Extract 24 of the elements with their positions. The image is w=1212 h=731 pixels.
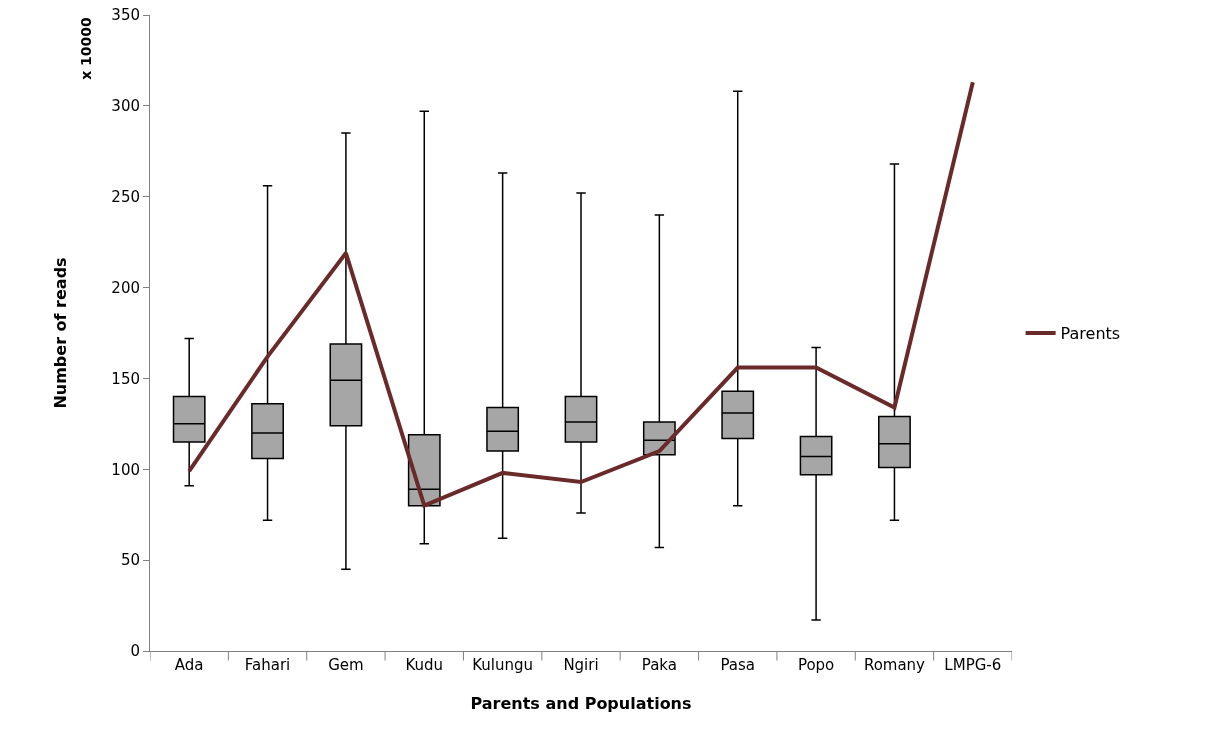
y-tick-label: 300: [111, 97, 140, 116]
x-tick-label: Ngiri: [563, 656, 599, 674]
line-series: [187, 80, 975, 508]
x-tick-label: Popo: [797, 656, 835, 674]
y-tick-label: 250: [111, 187, 140, 206]
x-tick-label: Kudu: [405, 656, 444, 674]
y-tick-label: 150: [111, 369, 140, 388]
text: x 10000: [77, 16, 94, 80]
x-axis-title: Parents and Populations: [470, 694, 692, 713]
x-tick-label: Ada: [174, 656, 204, 674]
x-tick-label: Paka: [641, 656, 677, 674]
legend-label: Parents: [1060, 324, 1121, 344]
y-tick-label: 0: [130, 642, 140, 661]
y-tick-label: 350: [111, 6, 140, 25]
x-tick-label: Fahari: [244, 656, 291, 674]
x-tick-label: Gem: [328, 656, 364, 674]
x-tick-label: Romany: [863, 656, 926, 674]
x-tick-label: Pasa: [720, 656, 756, 674]
y-axis-title: Number of reads: [51, 257, 71, 409]
x-tick-label: Kulungu: [472, 656, 534, 674]
y-tick-label: 50: [120, 551, 140, 570]
x-tick-label: LMPG-6: [944, 656, 1002, 674]
y-tick-label: 100: [111, 460, 140, 479]
y-tick-label: 200: [111, 278, 140, 297]
